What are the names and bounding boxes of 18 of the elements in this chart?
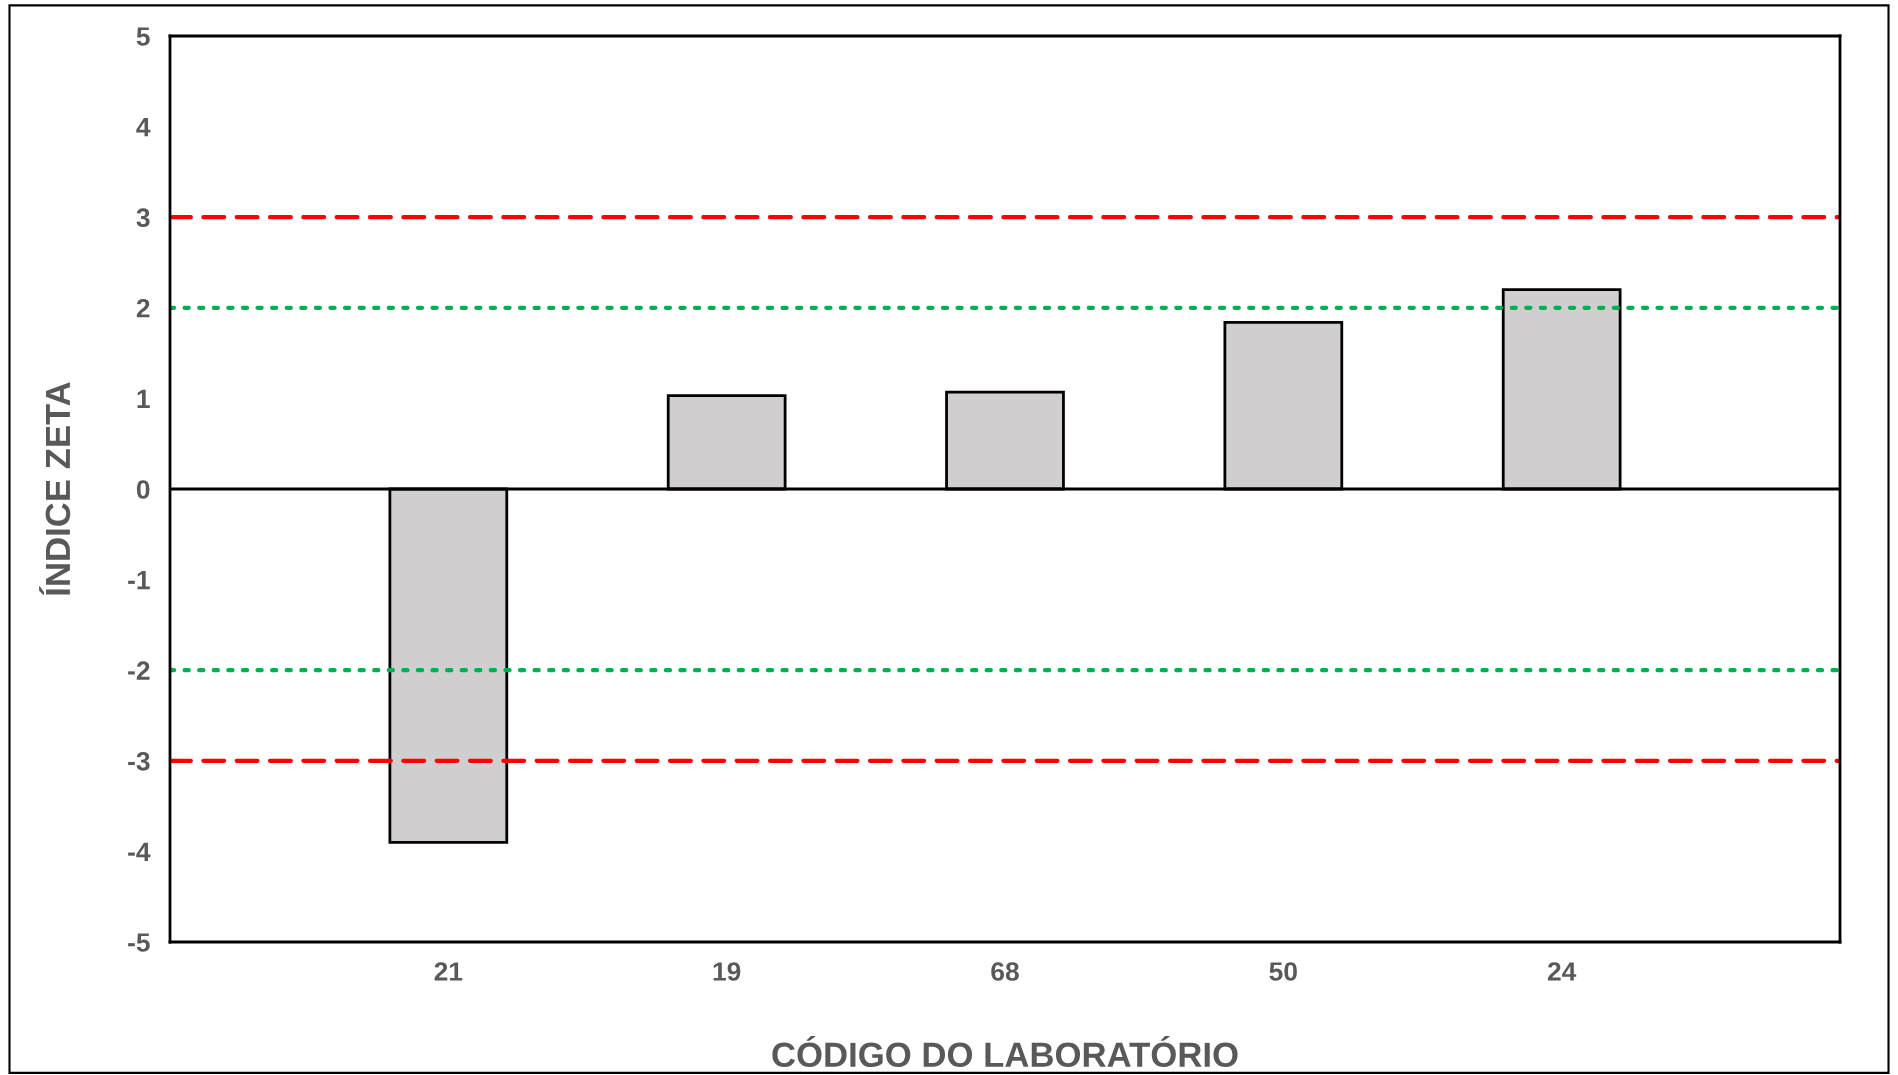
y-tick-label: -1	[128, 571, 150, 590]
x-tick-label: 19	[713, 962, 741, 981]
y-tick-label: -5	[128, 933, 150, 952]
y-axis-title: ÍNDICE ZETA	[39, 382, 71, 595]
x-tick-label: 50	[1269, 962, 1297, 981]
y-tick-label: -4	[128, 842, 151, 861]
y-tick-label: 2	[136, 298, 150, 318]
y-tick-label: 0	[136, 480, 150, 499]
x-axis-title: CÓDIGO DO LABORATÓRIO	[772, 1035, 1238, 1068]
y-tick-label: 4	[136, 118, 151, 137]
x-tick-label: 68	[991, 962, 1019, 981]
x-tick-label: 24	[1547, 962, 1577, 981]
y-tick-label: 3	[136, 208, 150, 228]
y-tick-label: 5	[136, 27, 150, 46]
y-tick-label: 1	[137, 389, 150, 408]
x-tick-label: 21	[434, 962, 463, 981]
y-tick-label: -3	[128, 751, 150, 771]
y-tick-label: -2	[128, 661, 150, 680]
